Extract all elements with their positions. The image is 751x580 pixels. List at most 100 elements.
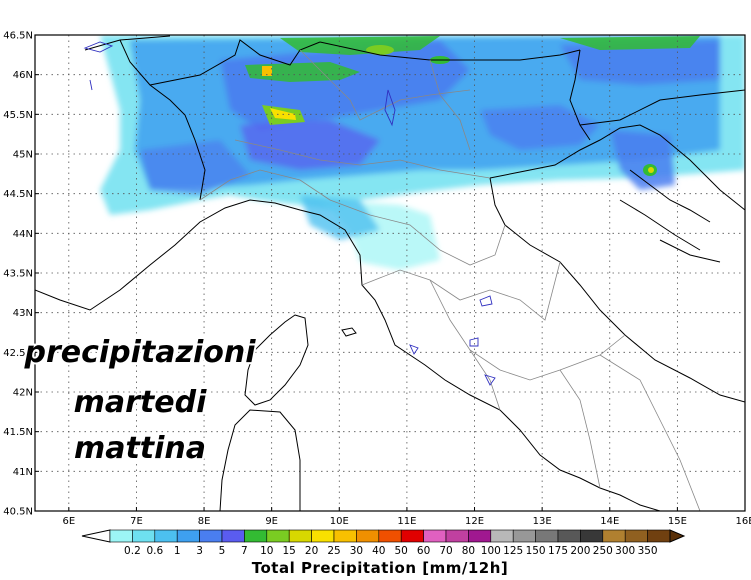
lake-trasimeno	[479, 295, 493, 307]
colorbar-label-3: 3	[196, 545, 203, 557]
colorbar-swatch-23	[624, 529, 648, 543]
colorbar-label-16: 100	[481, 545, 501, 557]
precip-core-ne	[560, 40, 720, 85]
colorbar-swatch-17	[490, 529, 514, 543]
colorbar-swatch-20	[557, 529, 581, 543]
border-slovenia-croatia	[579, 89, 745, 126]
colorbar-swatch-0	[109, 529, 133, 543]
colorbar-swatch-4	[199, 529, 223, 543]
colorbar-swatch-10	[333, 529, 357, 543]
colorbar-label-0: 0.2	[124, 545, 141, 557]
colorbar-swatch-7	[266, 529, 290, 543]
colorbar-label-15: 80	[462, 545, 475, 557]
lat-label-12: 40.5N	[3, 507, 33, 518]
colorbar-swatch-8	[288, 529, 312, 543]
colorbar-arrow-right	[669, 529, 686, 543]
colorbar-label-22: 300	[615, 545, 635, 557]
precip-core-po	[240, 120, 380, 170]
lat-label-0: 46.5N	[3, 31, 33, 42]
colorbar-label-19: 175	[548, 545, 568, 557]
lat-label-4: 44.5N	[3, 189, 33, 200]
lon-label-1: 7E	[130, 516, 143, 527]
lon-label-0: 6E	[62, 516, 75, 527]
colorbar-swatch-13	[400, 529, 424, 543]
colorbar-label-2: 1	[174, 545, 181, 557]
colorbar: 0.2 0.6 1 3 5 7 10 15 20 25 30 40 50 60 70 80 100 125 150 1…	[81, 529, 686, 557]
lon-label-5: 11E	[397, 516, 416, 527]
green-patch-north	[280, 36, 440, 55]
yellow-core-ticino	[262, 66, 272, 76]
national-borders	[84, 35, 745, 201]
lat-label-9: 42N	[13, 388, 33, 399]
colorbar-swatch-2	[154, 529, 178, 543]
lat-label-8: 42.5N	[3, 348, 33, 359]
coast-adriatic	[489, 177, 745, 403]
colorbar-label-18: 150	[526, 545, 546, 557]
yellow-core-croatia	[648, 167, 654, 173]
coast-istria	[489, 124, 745, 211]
corsica	[244, 314, 309, 406]
lon-label-7: 13E	[533, 516, 552, 527]
colorbar-label-17: 125	[503, 545, 523, 557]
lake-bolsena	[469, 337, 479, 347]
colorbar-swatch-14	[423, 529, 447, 543]
longitude-labels: 6E 7E 8E 9E 10E 11E 12E 13E 14E 15E 16E	[62, 507, 751, 527]
lat-label-1: 46N	[13, 70, 33, 81]
colorbar-label-12: 50	[395, 545, 408, 557]
colorbar-label-20: 200	[570, 545, 590, 557]
caption-line-3: mattina	[74, 431, 206, 466]
regional-borders	[199, 49, 701, 511]
coastlines	[35, 124, 745, 511]
colorbar-swatch-11	[356, 529, 380, 543]
colorbar-arrow-left	[81, 529, 111, 543]
lat-label-6: 43.5N	[3, 269, 33, 280]
sardinia	[219, 409, 301, 511]
colorbar-label-4: 5	[219, 545, 226, 557]
colorbar-label-14: 70	[439, 545, 452, 557]
border-swiss-italy	[149, 39, 321, 86]
precip-core-ligurian	[300, 195, 380, 240]
colorbar-swatch-16	[468, 529, 492, 543]
elba	[341, 327, 357, 337]
lat-label-5: 44N	[13, 229, 33, 240]
colorbar-swatch-22	[602, 529, 626, 543]
lon-label-9: 15E	[668, 516, 687, 527]
border-france-italy	[119, 39, 206, 201]
latitude-labels: 46.5N 46N 45.5N 45N 44.5N 44N 43.5N 43N 42.5N 42N…	[3, 31, 39, 518]
border-austria-italy	[319, 41, 581, 61]
colorbar-swatch-21	[580, 529, 604, 543]
caption-line-1: precipitazioni	[23, 335, 256, 370]
colorbar-label-11: 40	[372, 545, 385, 557]
lat-lon-grid	[35, 35, 745, 511]
lon-label-10: 16E	[735, 516, 751, 527]
colorbar-swatch-1	[132, 529, 156, 543]
precip-core-croatia	[610, 130, 675, 190]
colorbar-swatch-12	[378, 529, 402, 543]
lat-label-7: 43N	[13, 308, 33, 319]
colorbar-label-8: 20	[305, 545, 318, 557]
colorbar-label-5: 7	[241, 545, 248, 557]
lat-label-3: 45N	[13, 150, 33, 161]
lakes	[83, 41, 496, 386]
lon-label-2: 8E	[198, 516, 211, 527]
colorbar-swatch-24	[647, 529, 671, 543]
colorbar-swatch-9	[311, 529, 335, 543]
lake-garda	[384, 89, 396, 127]
colorbar-label-1: 0.6	[146, 545, 163, 557]
precip-core-east	[480, 105, 600, 150]
colorbar-label-9: 25	[327, 545, 340, 557]
colorbar-label-10: 30	[350, 545, 363, 557]
green-patch-ne	[560, 36, 700, 50]
green-patch-alps-a	[366, 45, 394, 55]
green-patch-ticino	[245, 62, 360, 82]
caption-line-2: martedi	[74, 385, 207, 420]
colorbar-title: Total Precipitation [mm/12h]	[252, 559, 509, 577]
colorbar-swatch-18	[512, 529, 536, 543]
colorbar-swatch-5	[221, 529, 245, 543]
lat-label-2: 45.5N	[3, 110, 33, 121]
lon-label-6: 12E	[465, 516, 484, 527]
colorbar-swatch-6	[244, 529, 268, 543]
colorbar-label-6: 10	[260, 545, 273, 557]
overlay-caption: precipitazioni martedi mattina	[21, 333, 258, 468]
lon-label-3: 9E	[265, 516, 278, 527]
